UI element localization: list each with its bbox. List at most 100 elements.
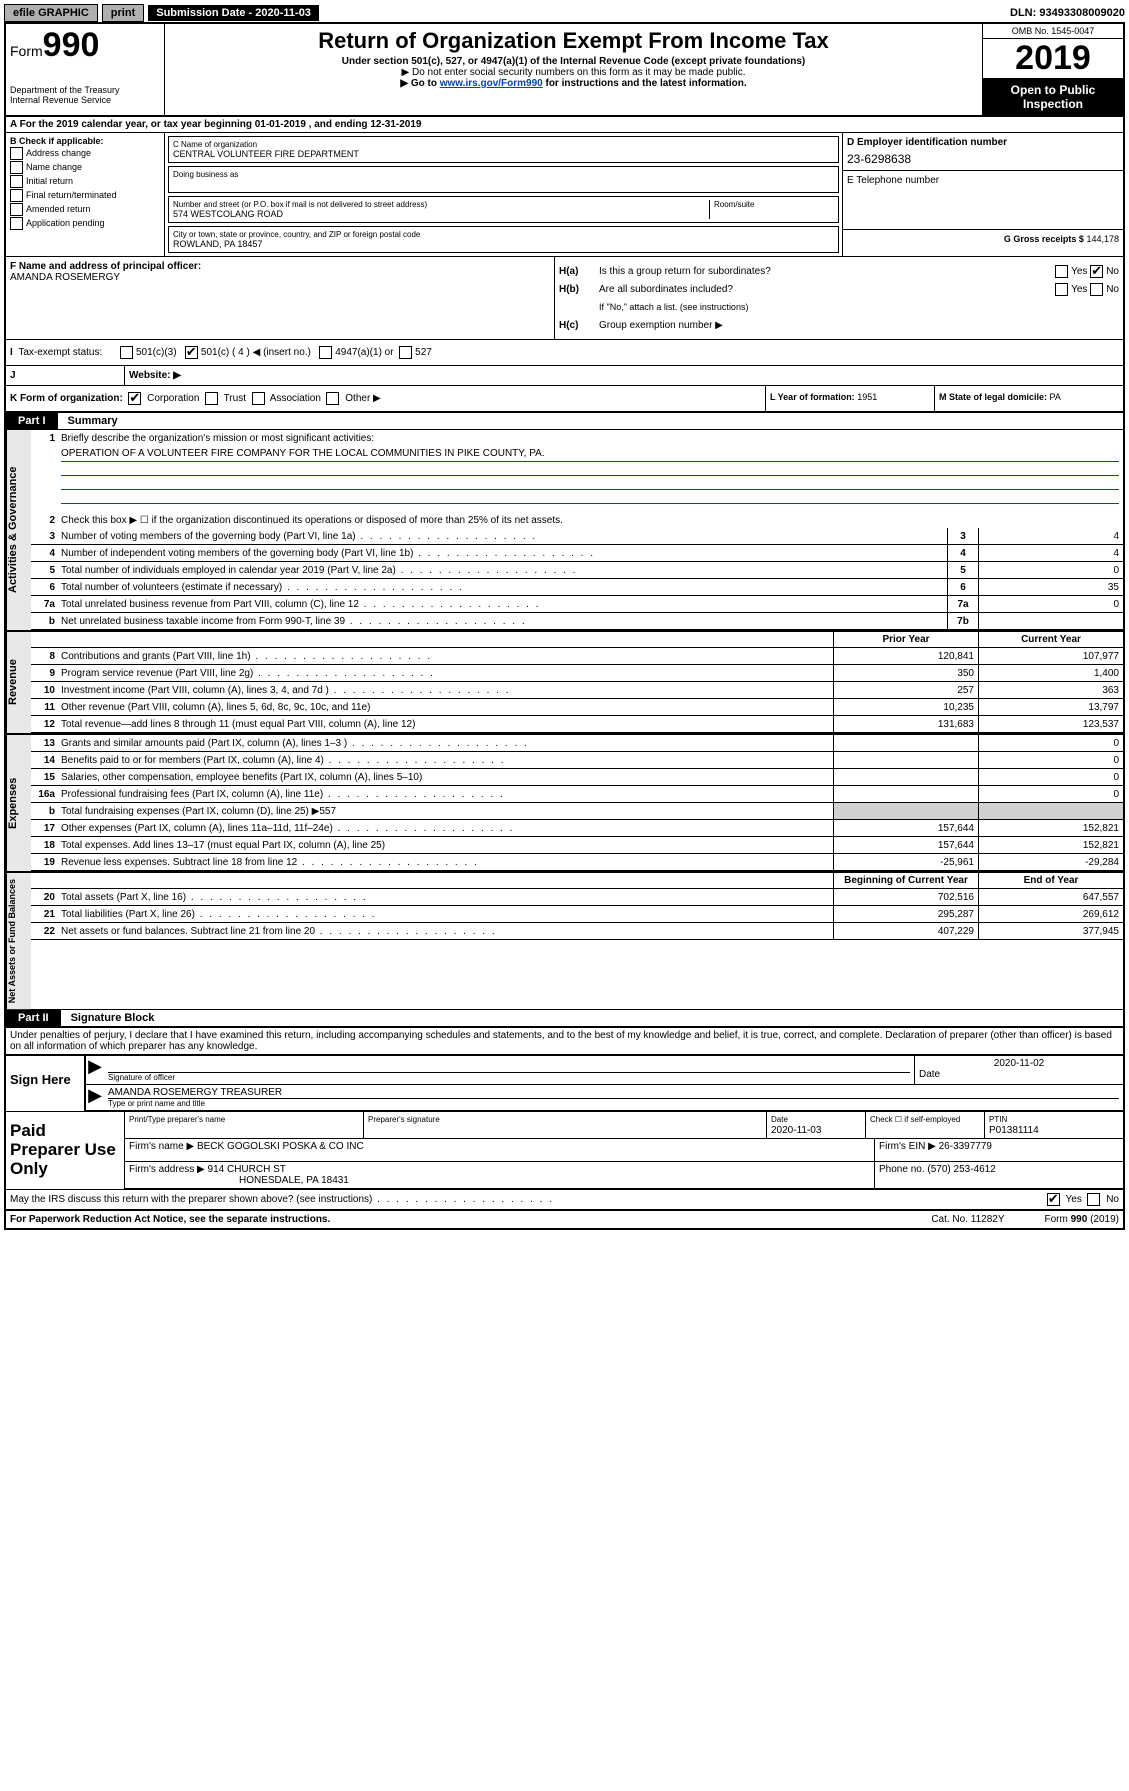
cb-trust[interactable] bbox=[205, 392, 218, 405]
cb-527[interactable] bbox=[399, 346, 412, 359]
cb-corp[interactable] bbox=[128, 392, 141, 405]
l7a: Total unrelated business revenue from Pa… bbox=[61, 597, 947, 612]
cb-501c3[interactable] bbox=[120, 346, 133, 359]
org-name-cell: C Name of organization CENTRAL VOLUNTEER… bbox=[168, 136, 839, 163]
hc-label: H(c) bbox=[559, 320, 599, 331]
p14 bbox=[833, 752, 978, 768]
cb-address-change[interactable] bbox=[10, 147, 23, 160]
l15: Salaries, other compensation, employee b… bbox=[61, 770, 833, 785]
ptin-cell: PTINP01381114 bbox=[985, 1112, 1123, 1138]
year-formation: L Year of formation: 1951 bbox=[765, 386, 934, 411]
room-cell: Room/suite bbox=[709, 200, 834, 219]
l13: Grants and similar amounts paid (Part IX… bbox=[61, 736, 833, 751]
l10: Investment income (Part VIII, column (A)… bbox=[61, 683, 833, 698]
phone-cell: E Telephone number bbox=[843, 171, 1123, 229]
form-prefix: Form bbox=[10, 43, 43, 59]
city-cell: City or town, state or province, country… bbox=[168, 226, 839, 253]
dba-cell: Doing business as bbox=[168, 166, 839, 193]
header-left: Form990 Department of the Treasury Inter… bbox=[6, 24, 165, 115]
end-year-hdr: End of Year bbox=[978, 873, 1123, 888]
j-label: J bbox=[6, 366, 125, 385]
form-note2: ▶ Go to www.irs.gov/Form990 for instruct… bbox=[171, 78, 976, 89]
cb-501c[interactable] bbox=[185, 346, 198, 359]
cb-other[interactable] bbox=[326, 392, 339, 405]
c18: 152,821 bbox=[978, 837, 1123, 853]
form-note1: ▶ Do not enter social security numbers o… bbox=[171, 67, 976, 78]
form-number: 990 bbox=[43, 26, 100, 64]
city-state-zip: ROWLAND, PA 18457 bbox=[173, 239, 834, 249]
l19: Revenue less expenses. Subtract line 18 … bbox=[61, 855, 833, 870]
cb-final-return[interactable] bbox=[10, 189, 23, 202]
ha-no[interactable] bbox=[1090, 265, 1103, 278]
row-a-tax-year: A For the 2019 calendar year, or tax yea… bbox=[6, 117, 1123, 133]
irs-link[interactable]: www.irs.gov/Form990 bbox=[440, 78, 543, 89]
dept-treasury: Department of the Treasury bbox=[10, 85, 160, 95]
l7b: Net unrelated business taxable income fr… bbox=[61, 614, 947, 629]
hb-label: H(b) bbox=[559, 284, 599, 295]
c14: 0 bbox=[978, 752, 1123, 768]
form-footer: Form 990 (2019) bbox=[1045, 1214, 1119, 1225]
v6: 35 bbox=[978, 579, 1123, 595]
print-btn[interactable]: print bbox=[102, 4, 144, 22]
cb-amended-return[interactable] bbox=[10, 203, 23, 216]
hb-note: If "No," attach a list. (see instruction… bbox=[559, 299, 1119, 315]
perjury-statement: Under penalties of perjury, I declare th… bbox=[6, 1027, 1123, 1054]
p9: 350 bbox=[833, 665, 978, 681]
pra-notice: For Paperwork Reduction Act Notice, see … bbox=[10, 1214, 330, 1225]
header-center: Return of Organization Exempt From Incom… bbox=[165, 24, 982, 115]
part2-tab: Part II bbox=[6, 1010, 61, 1026]
v7a: 0 bbox=[978, 596, 1123, 612]
discuss-question: May the IRS discuss this return with the… bbox=[10, 1194, 554, 1205]
efile-btn[interactable]: efile GRAPHIC bbox=[4, 4, 98, 22]
l16a: Professional fundraising fees (Part IX, … bbox=[61, 787, 833, 802]
v3: 4 bbox=[978, 528, 1123, 544]
p21: 295,287 bbox=[833, 906, 978, 922]
arrow-icon-2: ▶ bbox=[86, 1085, 104, 1110]
current-year-hdr: Current Year bbox=[978, 632, 1123, 647]
irs: Internal Revenue Service bbox=[10, 95, 160, 105]
cb-4947[interactable] bbox=[319, 346, 332, 359]
firm-addr-cell: Firm's address ▶ 914 CHURCH STHONESDALE,… bbox=[125, 1162, 875, 1188]
c11: 13,797 bbox=[978, 699, 1123, 715]
paid-preparer-label: Paid Preparer Use Only bbox=[6, 1112, 124, 1189]
org-name: CENTRAL VOLUNTEER FIRE DEPARTMENT bbox=[173, 149, 834, 159]
c10: 363 bbox=[978, 682, 1123, 698]
hb-no[interactable] bbox=[1090, 283, 1103, 296]
signature-cell: Signature of officer bbox=[104, 1056, 914, 1084]
v4: 4 bbox=[978, 545, 1123, 561]
hb-yes[interactable] bbox=[1055, 283, 1068, 296]
open-inspection: Open to PublicInspection bbox=[983, 79, 1123, 115]
l11: Other revenue (Part VIII, column (A), li… bbox=[61, 700, 833, 715]
sig-date-cell: 2020-11-02 Date bbox=[914, 1056, 1123, 1084]
c21: 269,612 bbox=[978, 906, 1123, 922]
part2-title: Signature Block bbox=[61, 1012, 155, 1024]
ein-value: 23-6298638 bbox=[847, 148, 1119, 166]
officer-name-title: AMANDA ROSEMERGY TREASURER bbox=[108, 1087, 1119, 1098]
p10: 257 bbox=[833, 682, 978, 698]
principal-officer: F Name and address of principal officer:… bbox=[6, 257, 555, 339]
hc-text: Group exemption number ▶ bbox=[599, 320, 1119, 331]
c22: 377,945 bbox=[978, 923, 1123, 939]
discuss-yes[interactable] bbox=[1047, 1193, 1060, 1206]
p8: 120,841 bbox=[833, 648, 978, 664]
cb-name-change[interactable] bbox=[10, 161, 23, 174]
hb-text: Are all subordinates included? bbox=[599, 284, 999, 295]
sign-here-label: Sign Here bbox=[6, 1056, 84, 1111]
cb-assoc[interactable] bbox=[252, 392, 265, 405]
p12: 131,683 bbox=[833, 716, 978, 732]
ha-yes[interactable] bbox=[1055, 265, 1068, 278]
c16a: 0 bbox=[978, 786, 1123, 802]
pt-date-cell: Date2020-11-03 bbox=[767, 1112, 866, 1138]
discuss-no[interactable] bbox=[1087, 1193, 1100, 1206]
form-title: Return of Organization Exempt From Incom… bbox=[171, 28, 976, 54]
firm-ein-cell: Firm's EIN ▶ 26-3397779 bbox=[875, 1139, 1123, 1161]
v5: 0 bbox=[978, 562, 1123, 578]
c17: 152,821 bbox=[978, 820, 1123, 836]
part1-tab: Part I bbox=[6, 413, 58, 429]
c15: 0 bbox=[978, 769, 1123, 785]
cb-app-pending[interactable] bbox=[10, 217, 23, 230]
ein-cell: D Employer identification number 23-6298… bbox=[843, 133, 1123, 171]
p13 bbox=[833, 735, 978, 751]
c12: 123,537 bbox=[978, 716, 1123, 732]
cb-initial-return[interactable] bbox=[10, 175, 23, 188]
